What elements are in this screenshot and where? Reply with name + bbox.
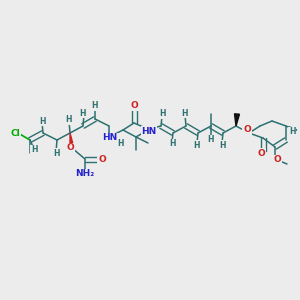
- Text: O: O: [98, 154, 106, 164]
- Text: NH₂: NH₂: [75, 169, 94, 178]
- Text: H: H: [219, 140, 225, 149]
- Text: H: H: [182, 109, 188, 118]
- Text: H: H: [194, 140, 200, 149]
- Text: O: O: [273, 155, 281, 164]
- Text: H: H: [65, 116, 71, 124]
- Text: O: O: [243, 125, 251, 134]
- Polygon shape: [235, 114, 239, 126]
- Text: O: O: [130, 101, 138, 110]
- Text: H: H: [31, 146, 37, 154]
- Text: H: H: [80, 109, 86, 118]
- Text: O: O: [257, 148, 265, 158]
- Text: H: H: [159, 110, 165, 118]
- Polygon shape: [70, 133, 74, 148]
- Text: H: H: [92, 101, 98, 110]
- Text: H: H: [118, 140, 124, 148]
- Text: H: H: [53, 148, 59, 158]
- Text: O: O: [66, 143, 74, 152]
- Text: HN: HN: [102, 134, 118, 142]
- Text: HN: HN: [141, 127, 157, 136]
- Text: H: H: [169, 140, 175, 148]
- Text: Cl: Cl: [10, 128, 20, 137]
- Text: H: H: [208, 136, 214, 145]
- Text: H: H: [289, 128, 295, 136]
- Text: H: H: [39, 116, 45, 125]
